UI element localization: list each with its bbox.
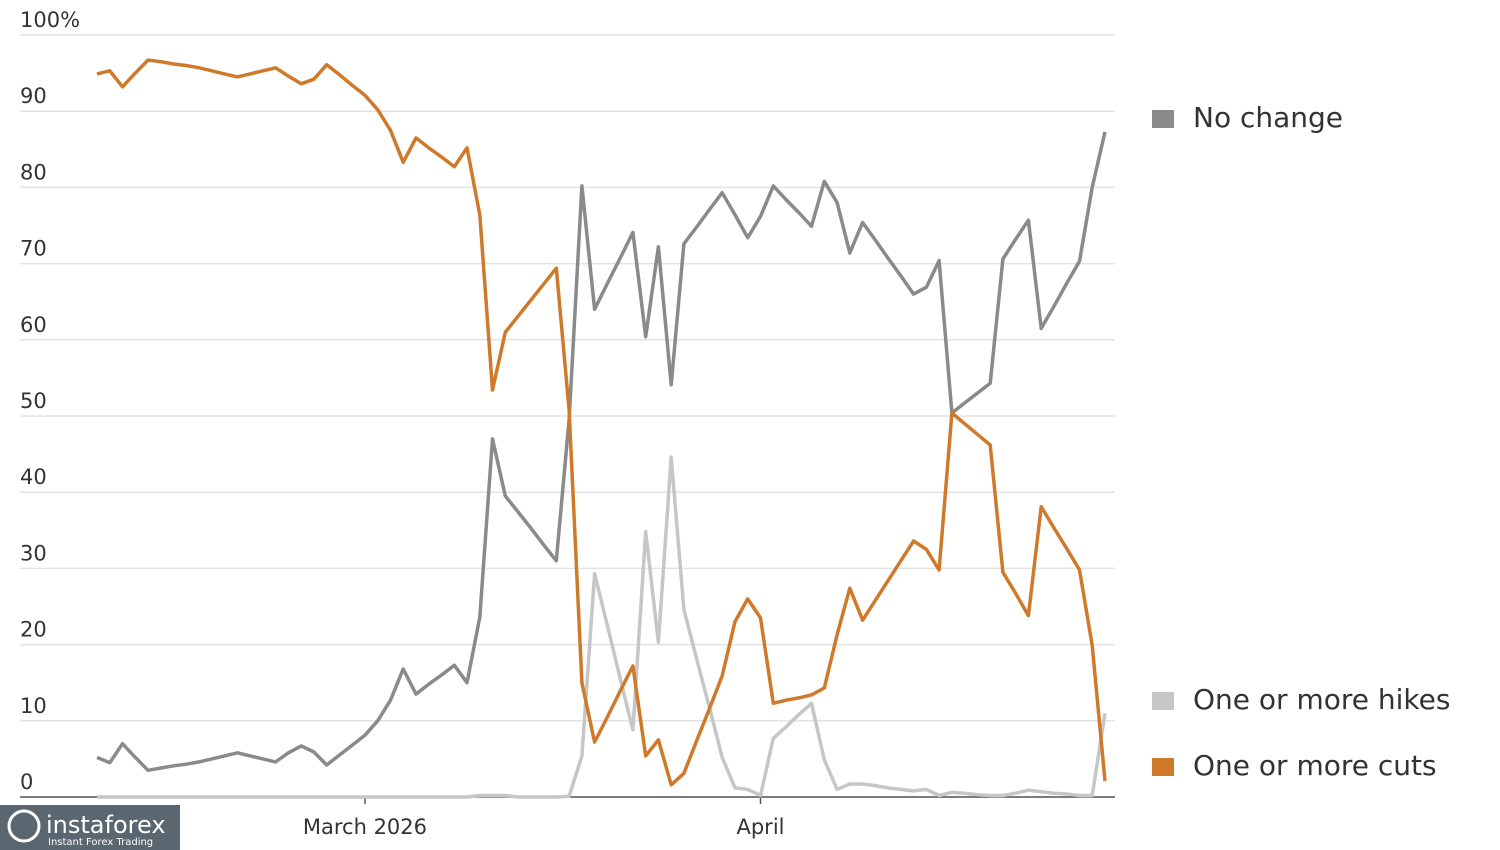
legend-label: No change [1193,101,1343,134]
watermark: instaforex Instant Forex Trading [0,805,180,850]
watermark-brand: instaforex [46,811,166,839]
watermark-logo [7,809,41,843]
y-tick-label: 70 [20,237,47,261]
series-line [96,58,1107,787]
series-line [97,455,1107,799]
y-tick-label: 10 [20,694,47,718]
legend-swatch [1152,692,1174,710]
x-tick-label: March 2026 [303,815,427,839]
watermark-tagline: Instant Forex Trading [48,837,153,848]
legend-swatch [1152,110,1174,128]
y-tick-label: 30 [20,541,47,565]
y-tick-label: 20 [20,618,47,642]
legend-swatch [1152,758,1174,776]
y-tick-label: 60 [20,313,47,337]
y-tick-label: 100% [20,8,80,32]
y-tick-label: 40 [20,465,47,489]
x-tick-label: April [736,815,784,839]
y-tick-label: 50 [20,389,47,413]
legend-label: One or more cuts [1193,749,1437,782]
y-tick-label: 80 [20,160,47,184]
y-tick-label: 90 [20,84,47,108]
series-line [96,131,1107,773]
legend-label: One or more hikes [1193,683,1450,716]
y-tick-label: 0 [20,770,33,794]
